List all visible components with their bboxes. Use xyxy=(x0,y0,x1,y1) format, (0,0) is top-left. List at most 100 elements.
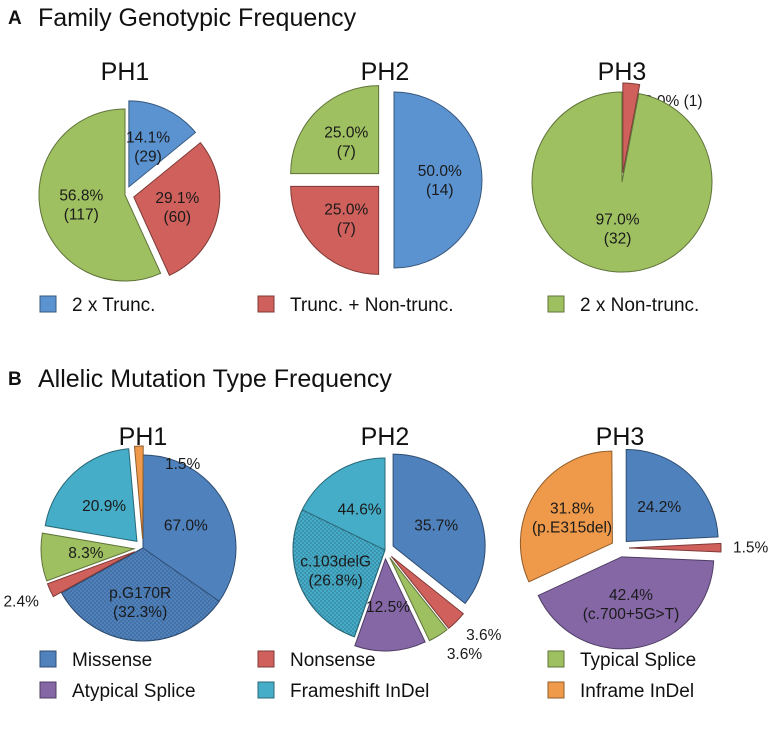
legend-item-trunc-non-trunc-: Trunc. + Non-trunc. xyxy=(257,295,454,316)
legend-label: 2 x Trunc. xyxy=(72,295,155,316)
pie-slice-frameshift-indel: c.103delG (26.8%) 44.6% xyxy=(292,457,386,638)
slice-wedge xyxy=(390,555,465,630)
legend-swatch xyxy=(39,295,57,313)
slice-label: 3.6% xyxy=(447,646,483,663)
slice-label: 35.7% xyxy=(414,517,458,534)
panel-b-letter: B xyxy=(8,369,22,390)
slice-label: 8.3% xyxy=(68,545,104,562)
pie-charts: PH1 14.1% (29) 29.1% (60) 56.8% (117) PH2 50.0%(… xyxy=(4,58,768,663)
legend-item-2-x-non-trunc-: 2 x Non-trunc. xyxy=(547,295,699,316)
slice-wedge xyxy=(622,82,641,174)
panel-a-title: Family Genotypic Frequency xyxy=(38,4,357,32)
slice-label: 67.0% xyxy=(164,518,208,535)
pie-slice-typical-splice: 8.3% xyxy=(40,532,136,582)
slice-label: 29.1% (60) xyxy=(155,190,199,226)
pie-title: PH3 xyxy=(598,58,647,86)
pie-slice-2-x-non-trunc-: 56.8% (117) xyxy=(38,108,162,282)
panel-a-letter: A xyxy=(8,8,22,29)
pie-slice-2-x-trunc-: 50.0% (14) xyxy=(393,91,483,269)
slice-wedge xyxy=(38,108,162,282)
pie-b-ph3: PH3 24.2% 1.5% 42.4% (c.700+5G>T) 31.8% (p.E31… xyxy=(519,423,768,650)
panel-b-title: Allelic Mutation Type Frequency xyxy=(38,365,392,393)
pie-slice-inframe-indel: 1.5% xyxy=(133,445,201,540)
pie-slice-frameshift-indel: 20.9% xyxy=(44,448,138,542)
pie-slice-nonsense: 3.6% xyxy=(390,555,502,644)
pie-a-ph1: PH1 14.1% (29) 29.1% (60) 56.8% (117) xyxy=(38,58,221,282)
pie-slice-trunc-non-trunc-: 25.0% (7) xyxy=(290,185,380,275)
slice-wedge xyxy=(128,100,197,188)
slice-subgroup-hatch xyxy=(60,547,220,642)
legend-label: Nonsense xyxy=(290,650,376,671)
slice-wedge xyxy=(290,185,380,275)
subgroup-label: p.G170R (32.3%) xyxy=(109,585,171,621)
legend-swatch xyxy=(547,650,565,668)
pie-slice-typical-splice: 3.6% xyxy=(389,557,483,663)
slice-label: 14.1% (29) xyxy=(126,129,170,165)
slice-label: 1.5% xyxy=(165,456,201,473)
legend-item-inframe-indel: Inframe InDel xyxy=(547,681,694,702)
pie-slice-missense: p.G170R (32.3%) 67.0% xyxy=(60,454,237,642)
legend-label: Missense xyxy=(72,650,152,671)
slice-label: 25.0% (7) xyxy=(324,202,368,238)
slice-label: 42.4% (c.700+5G>T) xyxy=(583,587,680,623)
pie-title: PH3 xyxy=(596,423,645,451)
pie-slice-missense: 35.7% xyxy=(392,453,486,605)
legend-item-2-x-trunc-: 2 x Trunc. xyxy=(39,295,155,316)
legend-swatch xyxy=(257,681,275,699)
slice-label: 24.2% xyxy=(637,499,681,516)
legend-swatch xyxy=(547,295,565,313)
pie-slice-nonsense: 2.4% xyxy=(4,551,136,611)
slice-label: 2.4% xyxy=(4,594,40,611)
legend-item-typical-splice: Typical Splice xyxy=(547,650,696,671)
slice-wedge xyxy=(389,557,448,642)
slice-wedge xyxy=(40,532,136,582)
pie-slice-nonsense: 1.5% xyxy=(628,540,768,557)
slice-wedge xyxy=(625,448,719,543)
slice-wedge xyxy=(133,141,221,276)
slice-label: 50.0% (14) xyxy=(418,163,462,199)
slice-label: 56.8% (117) xyxy=(59,187,103,223)
slice-wedge xyxy=(133,445,144,540)
legend-swatch xyxy=(39,681,57,699)
slice-wedge xyxy=(531,91,713,273)
slice-subgroup-hatch xyxy=(292,509,386,638)
legends: 2 x Trunc. Trunc. + Non-trunc. 2 x Non-tru… xyxy=(39,295,699,702)
slice-label: 31.8% (p.E315del) xyxy=(532,501,612,537)
slice-wedge xyxy=(519,450,613,583)
pie-slice-2-x-non-trunc-: 97.0% (32) xyxy=(531,91,713,273)
legend-item-nonsense: Nonsense xyxy=(257,650,376,671)
slice-label: 1.5% xyxy=(733,540,768,557)
slice-wedge xyxy=(46,551,136,598)
pie-title: PH1 xyxy=(101,58,150,86)
legend-swatch xyxy=(257,295,275,313)
slice-wedge xyxy=(290,85,380,175)
legend-item-atypical-splice: Atypical Splice xyxy=(39,681,196,702)
slice-label: 20.9% xyxy=(82,498,126,515)
legend-label: 2 x Non-trunc. xyxy=(580,295,699,316)
legend-item-missense: Missense xyxy=(39,650,152,671)
legend-swatch xyxy=(257,650,275,668)
slice-wedge xyxy=(628,542,722,553)
pie-slice-atypical-splice: 12.5% xyxy=(354,557,426,652)
slice-wedge xyxy=(354,557,426,652)
legend-label: Frameshift InDel xyxy=(290,681,429,702)
slice-label: 44.6% xyxy=(338,501,382,518)
slice-wedge xyxy=(392,453,486,605)
legend-label: Trunc. + Non-trunc. xyxy=(290,295,454,316)
subgroup-label: c.103delG (26.8%) xyxy=(300,553,371,589)
pie-slice-inframe-indel: 31.8% (p.E315del) xyxy=(519,450,613,583)
pie-title: PH2 xyxy=(361,58,410,86)
legend-label: Atypical Splice xyxy=(72,681,196,702)
slice-label: 25.0% (7) xyxy=(324,124,368,160)
pie-slice-atypical-splice: 42.4% (c.700+5G>T) xyxy=(537,556,715,650)
pie-slice-2-x-non-trunc-: 25.0% (7) xyxy=(290,85,380,175)
slice-label: 3.6% xyxy=(466,627,502,644)
slice-wedge xyxy=(44,448,138,542)
slice-label: 12.5% xyxy=(366,599,410,616)
pie-slice-2-x-trunc-: 14.1% (29) xyxy=(126,100,197,188)
slice-wedge xyxy=(537,556,715,650)
pie-b-ph2: PH2 35.7% 3.6% 3.6% 12.5% c.103delG (26.8%) 44.… xyxy=(292,423,502,663)
pie-slice-missense: 24.2% xyxy=(625,448,719,543)
